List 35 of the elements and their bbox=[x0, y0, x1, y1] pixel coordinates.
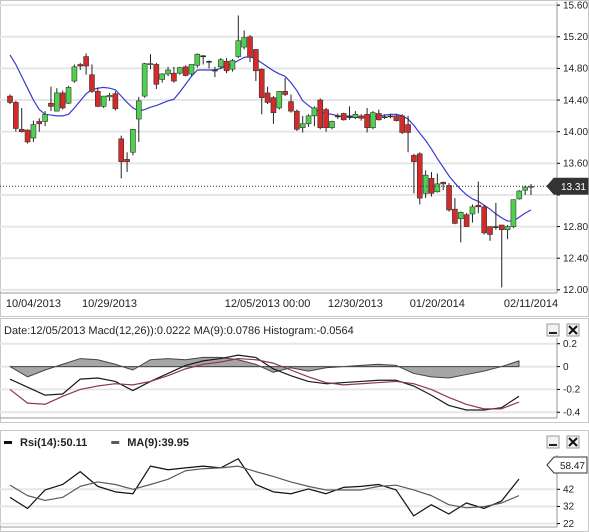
y-tick-label: 22 bbox=[563, 518, 575, 530]
x-tick-label: 10/04/2013 bbox=[6, 298, 61, 310]
y-tick-label: 13.60 bbox=[563, 158, 588, 170]
candlestick bbox=[516, 190, 522, 200]
candlestick bbox=[212, 66, 218, 78]
y-tick-label: 15.60 bbox=[563, 0, 588, 12]
legend-label: Rsi(14):50.11 bbox=[20, 437, 88, 449]
value-tag: 58.47 bbox=[546, 456, 588, 474]
legend-label: MA(9):39.95 bbox=[127, 437, 190, 449]
ref-line-label: 13.31 bbox=[560, 182, 586, 194]
x-tick-label: 10/29/2013 bbox=[82, 298, 138, 310]
y-tick-label: -0.4 bbox=[563, 407, 581, 418]
candlestick bbox=[130, 128, 136, 156]
y-tick-label: 14.00 bbox=[563, 126, 588, 138]
y-tick-label: 14.40 bbox=[563, 95, 588, 106]
y-tick-label: 0.2 bbox=[563, 338, 578, 350]
y-tick-label: 0 bbox=[563, 362, 569, 373]
price-tag: 13.31 bbox=[546, 178, 588, 195]
candlestick bbox=[136, 96, 142, 142]
y-tick-label: -0.2 bbox=[563, 384, 581, 396]
x-tick-label: 12/05/2013 00:00 bbox=[224, 298, 310, 310]
y-tick-label: 15.20 bbox=[563, 32, 588, 43]
x-tick-label: 02/11/2014 bbox=[504, 298, 558, 310]
y-tick-label: 12.40 bbox=[563, 253, 588, 264]
y-tick-label: 32 bbox=[563, 502, 575, 513]
y-tick-label: 14.80 bbox=[563, 64, 588, 75]
x-tick-label: 01/20/2014 bbox=[410, 298, 465, 310]
y-tick-label: 12.80 bbox=[563, 222, 588, 233]
chart-title: Date:12/05/2013 Macd(12,26)):0.0222 MA(9):0.0786 Histogram:-0.0564 bbox=[4, 325, 354, 337]
y-tick-label: 42 bbox=[563, 484, 575, 496]
y-tick-label: 12.00 bbox=[563, 285, 588, 296]
line-series bbox=[9, 458, 520, 516]
x-tick-label: 12/30/2013 bbox=[328, 298, 383, 310]
line-series bbox=[9, 466, 520, 508]
candlestick bbox=[72, 64, 78, 84]
